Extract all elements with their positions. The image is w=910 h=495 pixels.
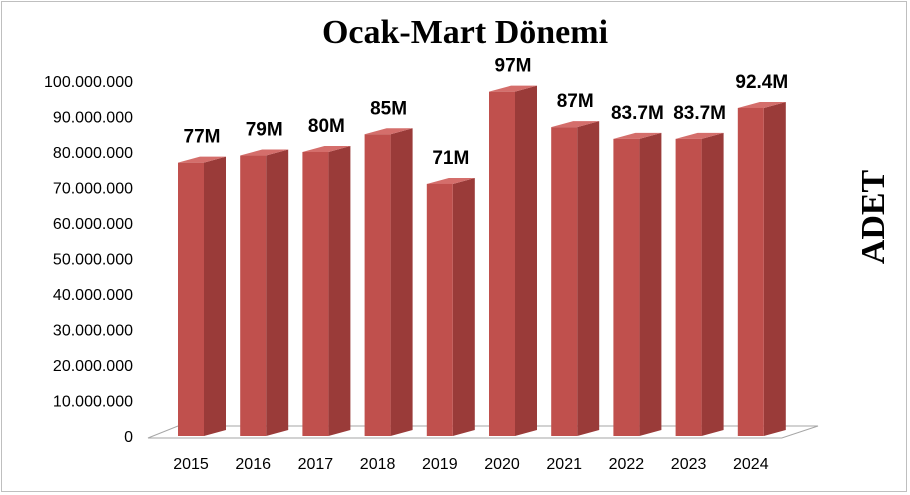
x-tick-label: 2016 bbox=[235, 456, 271, 473]
bar-front bbox=[551, 127, 578, 437]
bar bbox=[178, 156, 226, 436]
bar-front bbox=[240, 155, 267, 437]
bar bbox=[737, 101, 786, 436]
bar-side bbox=[577, 121, 600, 437]
bar-front bbox=[489, 91, 515, 437]
x-tick-label: 2015 bbox=[173, 456, 209, 473]
bar bbox=[302, 146, 351, 436]
data-label: 87M bbox=[557, 91, 594, 112]
y-tick-label: 40.000.000 bbox=[53, 287, 133, 304]
bar-front bbox=[178, 162, 204, 436]
x-tick-label: 2019 bbox=[422, 456, 458, 473]
y-axis-label: ADET bbox=[855, 169, 892, 264]
y-tick-label: 20.000.000 bbox=[53, 358, 133, 375]
bar-front bbox=[426, 183, 453, 436]
bar-top bbox=[675, 132, 724, 139]
data-label: 83.7M bbox=[611, 103, 664, 124]
bar bbox=[613, 132, 662, 437]
bar-side bbox=[515, 85, 537, 437]
bar bbox=[675, 132, 724, 437]
bar-side bbox=[390, 128, 413, 436]
bar-side bbox=[452, 177, 475, 436]
x-tick-label: 2017 bbox=[298, 456, 334, 473]
bar-top bbox=[364, 128, 413, 135]
bar-top bbox=[551, 121, 600, 128]
bar-top bbox=[489, 85, 537, 92]
y-tick-label: 10.000.000 bbox=[53, 394, 133, 411]
bar-top bbox=[613, 132, 662, 139]
data-labels: 77M 79M 80M 85M 71M 97M 87M 83.7M 83.7M 92.4M bbox=[184, 56, 789, 169]
x-tick-label: 2024 bbox=[733, 456, 769, 473]
data-label: 71M bbox=[432, 148, 469, 169]
bar-front bbox=[737, 107, 764, 436]
bar-front bbox=[613, 138, 640, 437]
x-tick-label: 2020 bbox=[484, 456, 520, 473]
bar-front bbox=[675, 138, 702, 437]
y-tick-label: 70.000.000 bbox=[53, 181, 133, 198]
bar-side bbox=[328, 146, 351, 436]
y-axis-ticks: 0 10.000.000 20.000.000 30.000.000 40.000.00… bbox=[44, 74, 133, 446]
data-label: 80M bbox=[308, 116, 345, 137]
y-tick-label: 60.000.000 bbox=[53, 216, 133, 233]
y-tick-label: 90.000.000 bbox=[53, 110, 133, 127]
x-axis-ticks: 2015 2016 2017 2018 2019 2020 2021 2022 2023 2024 bbox=[173, 456, 768, 473]
data-label: 79M bbox=[246, 120, 283, 141]
bar bbox=[240, 149, 289, 437]
bar-side bbox=[639, 132, 662, 437]
y-tick-label: 80.000.000 bbox=[53, 145, 133, 162]
bars-group bbox=[178, 85, 786, 437]
data-label: 77M bbox=[184, 127, 221, 148]
x-tick-label: 2023 bbox=[671, 456, 707, 473]
bar bbox=[364, 128, 413, 436]
y-tick-label: 0 bbox=[124, 429, 133, 446]
y-tick-label: 100.000.000 bbox=[44, 74, 133, 91]
data-label: 92.4M bbox=[735, 72, 788, 93]
bar-top bbox=[737, 101, 786, 108]
chart-title: Ocak-Mart Dönemi bbox=[322, 14, 608, 51]
x-tick-label: 2018 bbox=[360, 456, 396, 473]
bar-top bbox=[302, 146, 351, 152]
bar-side bbox=[763, 101, 786, 436]
data-label: 85M bbox=[370, 98, 407, 119]
bar-top bbox=[426, 177, 475, 184]
bar-side bbox=[266, 149, 289, 437]
y-tick-label: 50.000.000 bbox=[53, 252, 133, 269]
y-tick-label: 30.000.000 bbox=[53, 323, 133, 340]
x-tick-label: 2021 bbox=[546, 456, 582, 473]
data-label: 83.7M bbox=[673, 103, 726, 124]
x-tick-label: 2022 bbox=[609, 456, 645, 473]
bar-side bbox=[204, 156, 226, 436]
bar bbox=[551, 121, 600, 437]
bar-top bbox=[178, 156, 226, 163]
bar bbox=[489, 85, 537, 437]
bar-front bbox=[364, 134, 391, 436]
data-label: 97M bbox=[495, 56, 532, 77]
bar bbox=[426, 177, 475, 436]
bar-front bbox=[302, 152, 329, 436]
bar-side bbox=[701, 132, 724, 437]
bar-top bbox=[240, 149, 289, 156]
